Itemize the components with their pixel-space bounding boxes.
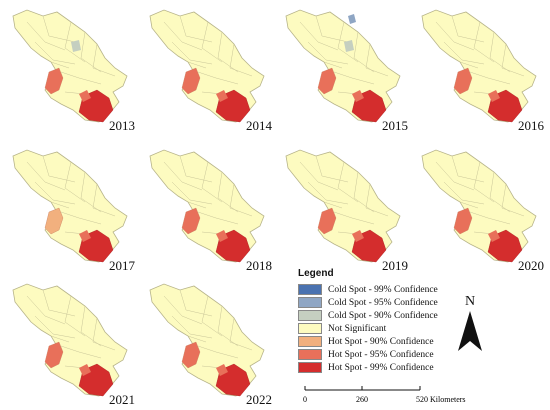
legend-label: Cold Spot - 99% Confidence [328, 284, 438, 295]
cold-spot-region [348, 14, 356, 24]
legend-item: Cold Spot - 95% Confidence [298, 296, 478, 309]
map-panel-2018: 2018 [142, 142, 274, 274]
north-arrow-icon: N [455, 293, 485, 353]
legend-swatch [298, 362, 322, 373]
north-label: N [465, 294, 475, 309]
hot-spot-west [317, 67, 337, 95]
scale-tick-2: 520 Kilometers [416, 395, 466, 404]
year-label: 2017 [109, 258, 135, 273]
scale-tick-1: 260 [356, 395, 368, 404]
year-label: 2014 [246, 118, 272, 133]
map-panel-2013: 2013 [5, 2, 137, 134]
year-label: 2018 [246, 258, 272, 273]
legend-item: Hot Spot - 99% Confidence [298, 361, 478, 374]
scale-bar: 0 260 520 Kilometers [300, 382, 500, 404]
legend-item: Hot Spot - 95% Confidence [298, 348, 478, 361]
legend-label: Hot Spot - 90% Confidence [328, 336, 434, 347]
map-panel-2019: 2019 [278, 142, 410, 274]
year-label: 2016 [518, 118, 544, 133]
legend-label: Cold Spot - 95% Confidence [328, 297, 438, 308]
map-panel-2020: 2020 [414, 142, 546, 274]
legend-item: Not Significant [298, 322, 478, 335]
year-label: 2013 [109, 118, 135, 133]
legend-title: Legend [298, 268, 334, 279]
legend-item: Cold Spot - 90% Confidence [298, 309, 478, 322]
cold-spot-region [344, 40, 354, 52]
legend-swatch [298, 336, 322, 347]
legend-swatch [298, 349, 322, 360]
year-label: 2019 [382, 258, 408, 273]
hot-spot-west [317, 207, 337, 235]
hot-spot-west [453, 67, 473, 95]
map-panel-2016: 2016 [414, 2, 546, 134]
legend-swatch [298, 297, 322, 308]
map-panel-2021: 2021 [5, 276, 137, 408]
legend-swatch [298, 284, 322, 295]
legend-label: Not Significant [328, 323, 387, 334]
legend-label: Hot Spot - 99% Confidence [328, 362, 434, 373]
cold-spot-region [71, 40, 81, 52]
legend-label: Cold Spot - 90% Confidence [328, 310, 438, 321]
map-panel-2022: 2022 [142, 276, 274, 408]
hot-spot-west [181, 341, 201, 369]
legend-item: Cold Spot - 99% Confidence [298, 283, 478, 296]
hot-spot-west [181, 207, 201, 235]
map-panel-2014: 2014 [142, 2, 274, 134]
year-label: 2021 [109, 392, 135, 407]
legend-label: Hot Spot - 95% Confidence [328, 349, 434, 360]
hot-spot-west [44, 341, 64, 369]
hot-spot-west [181, 67, 201, 95]
legend-swatch [298, 310, 322, 321]
hot-spot-west [44, 207, 64, 235]
year-label: 2022 [246, 392, 272, 407]
legend-swatch [298, 323, 322, 334]
hot-spot-west [453, 207, 473, 235]
map-legend: Legend Cold Spot - 99% Confidence Cold Sp… [298, 268, 478, 400]
year-label: 2015 [382, 118, 408, 133]
map-panel-2015: 2015 [278, 2, 410, 134]
scale-tick-0: 0 [303, 395, 307, 404]
legend-item: Hot Spot - 90% Confidence [298, 335, 478, 348]
map-panel-2017: 2017 [5, 142, 137, 274]
hot-spot-west [44, 67, 64, 95]
year-label: 2020 [518, 258, 544, 273]
